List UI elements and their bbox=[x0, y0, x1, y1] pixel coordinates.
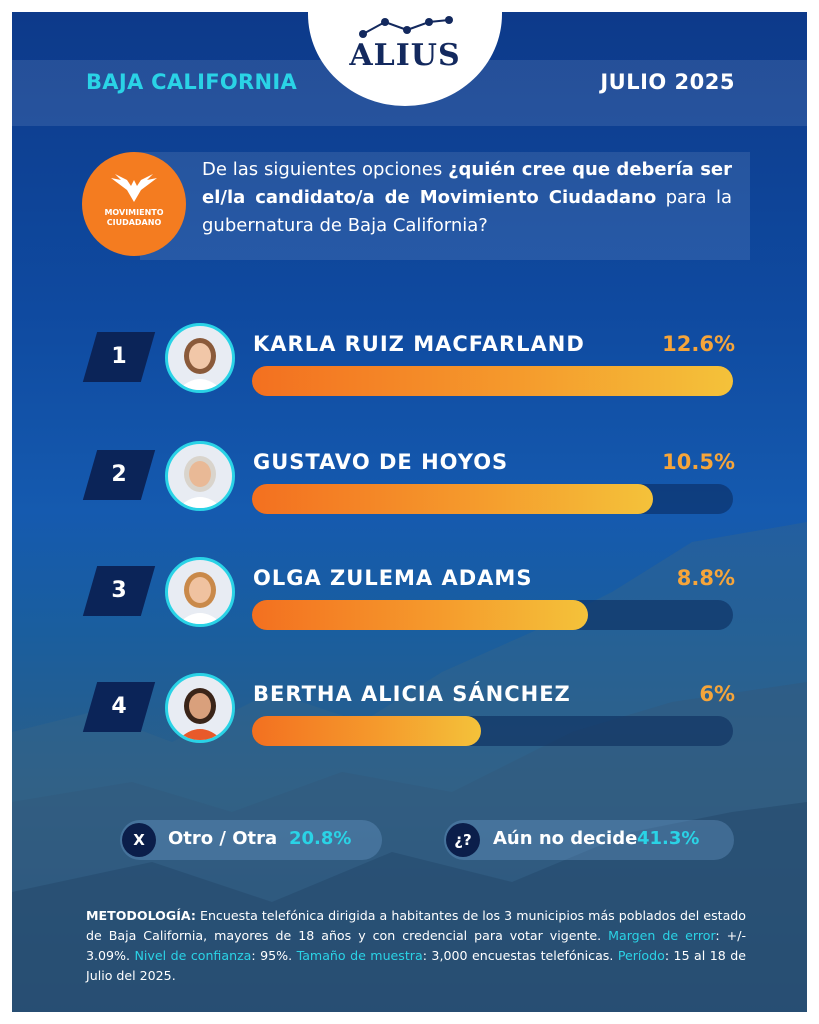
undecided-label: Aún no decide bbox=[493, 828, 638, 849]
bar bbox=[252, 600, 588, 630]
candidate-name: GUSTAVO DE HOYOS bbox=[253, 450, 509, 474]
methodology-text: Encuesta telefónica dirigida a habitante… bbox=[86, 908, 746, 943]
candidate-avatar bbox=[165, 673, 235, 743]
other-label: Otro / Otra bbox=[168, 828, 278, 849]
party-name-line1: MOVIMIENTO bbox=[104, 208, 164, 217]
survey-question: De las siguientes opciones ¿quién cree q… bbox=[202, 156, 732, 240]
period-label: Período bbox=[617, 948, 665, 963]
question-icon: ¿? bbox=[446, 823, 480, 857]
candidate-name: BERTHA ALICIA SÁNCHEZ bbox=[253, 682, 571, 706]
question-part2: ¿quién cree que debería ser el/la candid… bbox=[202, 159, 732, 208]
data-label: 6% bbox=[699, 682, 735, 706]
sample-text: : 3,000 encuestas telefónicas. bbox=[422, 948, 618, 963]
confidence-text: : 95%. bbox=[251, 948, 297, 963]
rank-number: 4 bbox=[111, 694, 127, 719]
candidate-avatar bbox=[165, 441, 235, 511]
other-value: 20.8% bbox=[289, 828, 352, 849]
party-name-line2: CIUDADANO bbox=[106, 218, 162, 227]
margin-text: : +/- 3.09%. bbox=[86, 928, 747, 963]
candidate-name: OLGA ZULEMA ADAMS bbox=[253, 566, 533, 590]
question-band bbox=[140, 152, 750, 260]
brand-logo: ALIUS bbox=[349, 38, 461, 73]
eagle-icon bbox=[111, 174, 157, 202]
question-part3: Movimiento Ciudadano bbox=[419, 187, 657, 208]
methodology-note: METODOLOGÍA: Encuesta telefónica dirigid… bbox=[86, 906, 746, 986]
rank-number: 3 bbox=[111, 578, 127, 603]
data-label: 10.5% bbox=[662, 450, 735, 474]
rank-number: 1 bbox=[111, 344, 127, 369]
confidence-label: Nivel de confianza bbox=[134, 948, 252, 963]
bar bbox=[252, 484, 653, 514]
data-label: 12.6% bbox=[662, 332, 735, 356]
margin-label: Margen de error bbox=[608, 928, 716, 943]
mountain-background bbox=[12, 522, 807, 1012]
question-part1: De las siguientes opciones bbox=[202, 159, 449, 180]
data-label: 8.8% bbox=[676, 566, 735, 590]
other-option-box bbox=[120, 820, 382, 860]
rank-number: 2 bbox=[111, 462, 127, 487]
undecided-box bbox=[444, 820, 734, 860]
sample-label: Tamaño de muestra bbox=[296, 948, 423, 963]
candidate-avatar bbox=[165, 557, 235, 627]
party-logo bbox=[82, 152, 186, 256]
date-label: JULIO 2025 bbox=[600, 70, 735, 94]
region-label: BAJA CALIFORNIA bbox=[86, 70, 298, 94]
candidate-avatar bbox=[165, 323, 235, 393]
candidate-name: KARLA RUIZ MACFARLAND bbox=[253, 332, 585, 356]
bar bbox=[252, 366, 733, 396]
methodology-label: METODOLOGÍA: bbox=[86, 908, 196, 923]
question-part4: para la gubernatura de Baja California? bbox=[202, 187, 732, 236]
infographic-frame: BAJA CALIFORNIA JULIO 2025 ALIUS MOVIMIE… bbox=[12, 12, 807, 1012]
network-icon bbox=[359, 16, 453, 38]
bar bbox=[252, 716, 481, 746]
undecided-value: 41.3% bbox=[637, 828, 700, 849]
party-name: MOVIMIENTO CIUDADANO bbox=[82, 208, 186, 228]
period-text: : 15 al 18 de Julio del 2025. bbox=[86, 948, 747, 983]
x-icon: X bbox=[122, 823, 156, 857]
